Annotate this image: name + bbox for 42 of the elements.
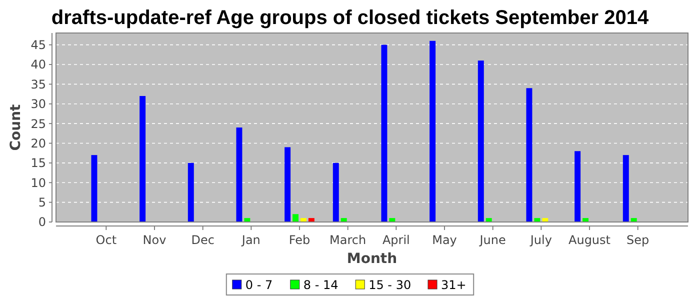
bar <box>188 162 194 222</box>
x-tick-label: May <box>432 233 457 247</box>
y-tick-label: 5 <box>38 196 46 210</box>
x-tick-label: Dec <box>191 233 214 247</box>
bar <box>622 155 629 222</box>
chart-title: drafts-update-ref Age groups of closed tickets September 2014 <box>51 7 650 29</box>
x-tick-label: August <box>568 233 611 247</box>
y-tick-label: 45 <box>30 38 46 52</box>
y-tick-label: 0 <box>38 215 46 230</box>
legend-label: 0 - 7 <box>245 278 273 292</box>
y-tick-label: 30 <box>30 97 46 112</box>
x-tick-label: Nov <box>142 233 166 247</box>
legend-label: 8 - 14 <box>303 278 338 292</box>
x-tick-label: July <box>529 233 552 247</box>
bar <box>381 44 388 222</box>
bar <box>292 214 299 222</box>
x-tick-label: June <box>478 233 506 247</box>
y-tick-label: 40 <box>30 58 46 72</box>
x-tick-label: Sep <box>626 233 650 247</box>
bar <box>91 155 98 222</box>
x-tick-label: Jan <box>240 233 260 247</box>
y-tick-label: 20 <box>30 136 46 150</box>
y-tick-label: 35 <box>30 77 46 92</box>
bar <box>284 147 291 222</box>
y-tick-label: 25 <box>30 116 46 131</box>
y-tick-label: 10 <box>30 176 46 190</box>
x-tick-label: April <box>382 233 410 247</box>
x-tick-label: Feb <box>288 233 310 247</box>
y-axis-title: Count <box>8 104 24 151</box>
bar <box>332 162 339 222</box>
bar <box>478 60 484 222</box>
bar <box>236 128 242 222</box>
bar <box>430 40 436 222</box>
legend-label: 15 - 30 <box>368 278 412 292</box>
bar <box>574 151 581 222</box>
bar <box>140 96 146 222</box>
x-tick-label: March <box>330 233 366 247</box>
x-tick-label: Oct <box>96 233 117 247</box>
x-axis-title: Month <box>346 251 398 267</box>
legend-label: 31+ <box>441 278 466 292</box>
bar <box>526 88 532 222</box>
y-tick-label: 15 <box>30 156 46 170</box>
